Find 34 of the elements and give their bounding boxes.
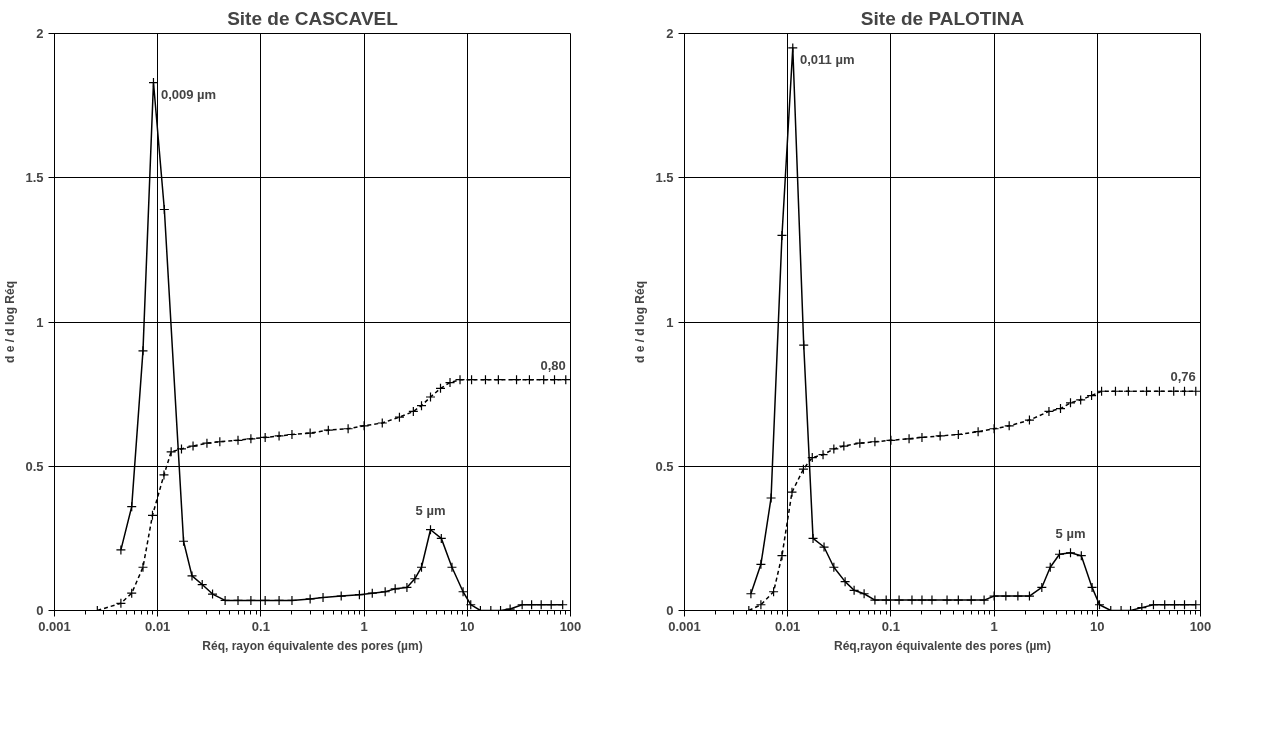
annotation: 0,011 µm	[799, 51, 855, 67]
x-tick-label: 100	[559, 618, 582, 634]
chart-title: Site de PALOTINA	[860, 7, 1025, 29]
x-tick-label: 1	[360, 618, 368, 634]
x-axis-title: Réq, rayon équivalente des pores (µm)	[202, 638, 423, 653]
x-tick-label: 10	[460, 618, 475, 634]
y-tick-label: 0	[666, 603, 674, 618]
x-tick-label: 0.1	[881, 618, 900, 634]
annotation: 5 µm	[1055, 525, 1086, 541]
y-tick-label: 0.5	[25, 458, 44, 474]
y-axis-title: d e / d log Réq	[633, 280, 648, 363]
x-axis-title: Réq,rayon équivalente des pores (µm)	[834, 638, 1051, 653]
y-axis-title: d e / d log Réq	[3, 280, 18, 363]
x-tick-label: 0.01	[145, 618, 171, 634]
x-tick-label: 0.001	[38, 618, 71, 634]
y-tick-label: 1	[666, 314, 674, 330]
x-tick-label: 0.01	[775, 618, 801, 634]
chart-title: Site de CASCAVEL	[227, 7, 399, 29]
y-tick-label: 1.5	[25, 170, 44, 186]
annotation: 5 µm	[415, 502, 446, 518]
annotation: 0,76	[1170, 369, 1196, 385]
y-tick-label: 0	[36, 603, 44, 618]
annotation: 0,009 µm	[160, 86, 217, 102]
y-tick-label: 1	[36, 314, 44, 330]
x-tick-label: 0.001	[668, 618, 701, 634]
x-tick-label: 1	[990, 618, 998, 634]
x-tick-label: 0.1	[251, 618, 270, 634]
y-tick-label: 2	[36, 26, 44, 41]
x-tick-label: 10	[1090, 618, 1105, 634]
y-tick-label: 2	[666, 26, 674, 41]
y-tick-label: 0.5	[655, 458, 674, 474]
y-tick-label: 1.5	[655, 170, 674, 186]
annotation: 0,80	[540, 357, 566, 373]
x-tick-label: 100	[1189, 618, 1212, 634]
